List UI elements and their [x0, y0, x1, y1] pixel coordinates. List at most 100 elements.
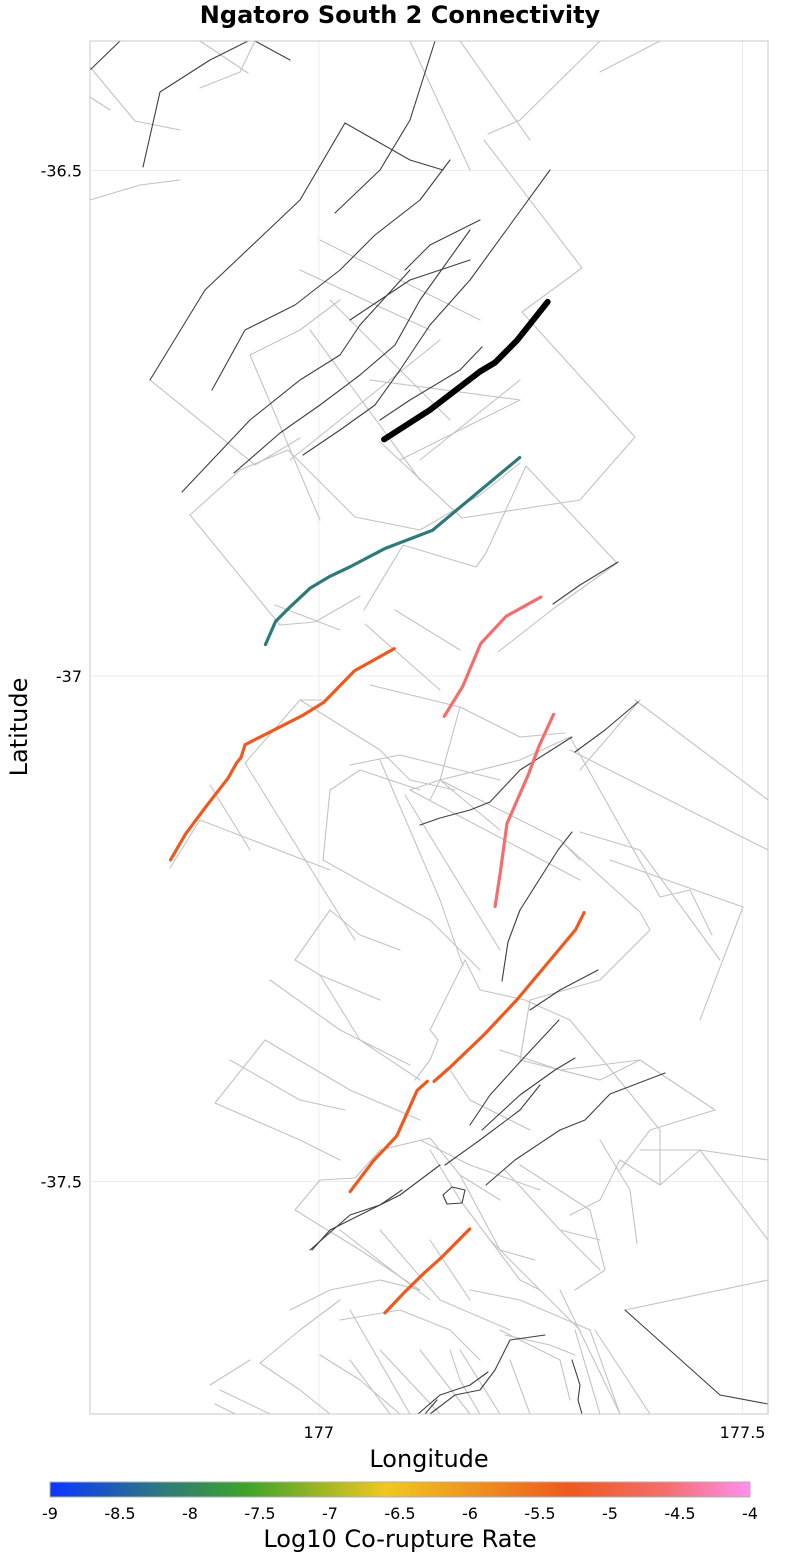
co-rupture-fault-6: [383, 1227, 472, 1315]
y-axis-label: Latitude: [5, 678, 33, 777]
fault-trace-6: [181, 269, 411, 493]
background-fault-section-89: [319, 1354, 401, 1415]
fault-trace-2: [254, 40, 291, 61]
source-fault: [381, 298, 551, 443]
fault-trace-13: [419, 736, 573, 826]
background-fault-section-36: [322, 769, 421, 861]
background-fault-section-3: [199, 40, 256, 89]
background-fault-section-31: [169, 819, 331, 871]
fault-trace-27: [424, 1399, 438, 1415]
background-fault-section-12: [363, 465, 618, 653]
background-fault-section-97: [509, 1359, 531, 1415]
background-fault-section-4: [89, 179, 181, 201]
background-fault-section-62: [559, 1059, 641, 1071]
background-fault-section-52: [269, 979, 411, 1066]
background-fault-section-102: [489, 1239, 581, 1331]
background-fault-section-45: [529, 979, 601, 1001]
background-fault-section-71: [624, 1279, 769, 1311]
fault-trace-5: [211, 159, 451, 391]
background-fault-section-67: [599, 1139, 638, 1245]
fault-trace-22: [309, 1189, 403, 1251]
background-fault-section-90: [349, 1359, 391, 1415]
colorbar: [49, 1481, 751, 1498]
background-fault-section-96: [459, 1349, 501, 1415]
background-fault-section-9: [379, 139, 636, 519]
background-fault-section-81: [379, 1229, 511, 1331]
fault-trace-15: [501, 831, 573, 982]
fault-trace-12: [552, 561, 619, 605]
colorbar-tick-2: -8: [182, 1504, 198, 1523]
background-fault-section-61: [519, 999, 531, 1061]
background-fault-section-63: [569, 1019, 661, 1131]
fault-trace-11: [349, 259, 471, 321]
background-fault-section-84: [259, 1362, 331, 1415]
fault-trace-9: [379, 346, 483, 421]
background-fault-section-16: [309, 329, 421, 481]
fault-trace-0: [89, 40, 121, 71]
background-fault-section-20: [369, 379, 521, 461]
background-fault-section-83: [259, 1299, 341, 1364]
background-fault-section-68: [569, 1159, 621, 1216]
co-rupture-faults: [168, 455, 586, 1315]
background-fault-section-0: [89, 66, 181, 131]
background-fault-section-49: [294, 909, 401, 961]
colorbar-tick-3: -7.5: [244, 1504, 275, 1523]
background-fault-section-72: [294, 1149, 381, 1211]
background-fault-section-10: [189, 449, 521, 531]
background-fault-section-55: [229, 1059, 346, 1111]
background-fault-section-85: [209, 1359, 251, 1386]
fault-trace-4: [149, 122, 444, 381]
colorbar-tick-4: -7: [322, 1504, 338, 1523]
background-fault-section-56: [464, 959, 571, 1021]
background-fault-section-94: [349, 1309, 411, 1415]
fault-trace-25: [624, 1309, 769, 1405]
background-faults: [89, 40, 769, 1415]
background-fault-section-53: [214, 1039, 341, 1161]
background-fault-section-99: [559, 1289, 621, 1415]
background-fault-section-48: [569, 749, 769, 851]
colorbar-tick-9: -4.5: [664, 1504, 695, 1523]
background-fault-section-40: [404, 794, 501, 951]
background-fault-section-54: [264, 1039, 421, 1121]
background-fault-section-1: [89, 96, 111, 111]
co-rupture-fault-3: [493, 712, 556, 909]
background-fault-section-104: [339, 1229, 431, 1301]
background-fault-section-5: [459, 40, 531, 141]
background-fault-section-35: [349, 754, 501, 781]
co-rupture-fault-5: [348, 1079, 429, 1194]
background-fault-section-30: [209, 784, 251, 851]
fault-trace-28: [442, 1186, 466, 1205]
background-fault-section-76: [419, 1139, 541, 1191]
background-fault-section-47: [579, 699, 641, 771]
background-fault-section-79: [559, 1229, 601, 1241]
background-fault-section-103: [429, 1239, 471, 1301]
background-fault-section-19: [319, 239, 481, 321]
background-fault-section-78: [519, 1164, 606, 1291]
x-tick-label-1: 177.5: [720, 1423, 766, 1442]
fault-trace-21: [311, 1164, 441, 1251]
background-fault-section-98: [574, 1329, 601, 1415]
background-fault-section-87: [214, 1403, 236, 1415]
background-fault-section-24: [394, 609, 461, 651]
background-fault-section-14: [249, 299, 341, 356]
fault-trace-8: [302, 169, 551, 456]
background-fault-section-57: [429, 959, 466, 1041]
background-fault-section-86: [219, 1389, 271, 1415]
background-fault-section-8: [409, 40, 471, 171]
chart-title: Ngatoro South 2 Connectivity: [200, 1, 601, 29]
background-fault-section-15: [249, 354, 321, 521]
fault-trace-18: [481, 1057, 576, 1131]
background-fault-section-37: [322, 859, 481, 971]
background-fault-section-100: [594, 1329, 651, 1415]
background-fault-section-7: [599, 40, 661, 73]
background-fault-section-41: [409, 736, 713, 936]
background-fault-section-91: [469, 1289, 621, 1415]
background-fault-section-25: [364, 623, 441, 691]
background-fault-section-92: [499, 1329, 571, 1401]
background-fault-section-59: [449, 1069, 531, 1131]
fault-trace-24: [429, 1334, 546, 1415]
background-fault-section-95: [419, 1349, 471, 1415]
background-fault-section-43: [559, 839, 651, 981]
colorbar-tick-6: -6: [462, 1504, 478, 1523]
